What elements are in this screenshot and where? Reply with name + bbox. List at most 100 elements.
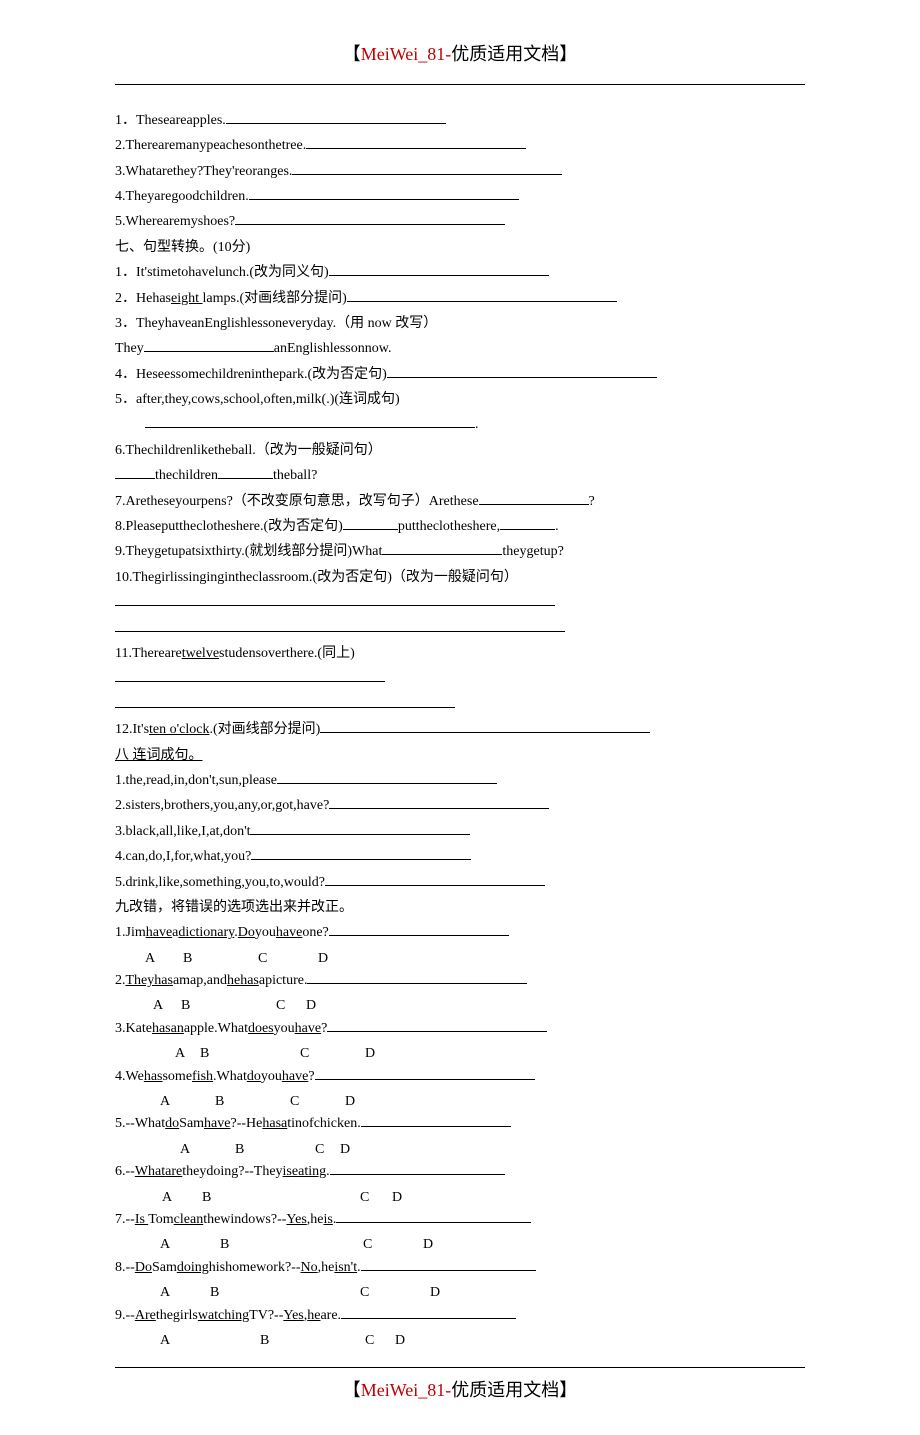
t: ? — [321, 1021, 327, 1036]
s9-q9-labels: ABCD — [115, 1330, 805, 1352]
s9-q3-labels: ABCD — [115, 1043, 805, 1065]
intro-q3-text: 3.Whatarethey?They'reoranges. — [115, 164, 292, 179]
s8-q5: 5.drink,like,something,you,to,would? — [115, 872, 805, 894]
t: you — [261, 1069, 282, 1084]
t: are. — [320, 1308, 341, 1323]
u: have — [282, 1069, 308, 1084]
s8-q4-text: 4.can,do,I,for,what,you? — [115, 849, 251, 864]
label-b: B — [210, 1282, 360, 1304]
u: has — [154, 973, 173, 988]
s7-q8a: 8.Pleaseputtheclotheshere.(改为否定句) — [115, 519, 343, 534]
s7-q6b-text: thechildren — [155, 468, 218, 483]
s7-q11a: 11.Thereare — [115, 646, 182, 661]
u: do — [247, 1069, 261, 1084]
blank — [347, 301, 617, 302]
intro-q3: 3.Whatarethey?They'reoranges. — [115, 161, 805, 183]
s8-q3-text: 3.black,all,like,I,at,don't — [115, 824, 250, 839]
s7-q12b: .(对画线部分提问) — [209, 722, 320, 737]
label-d: D — [345, 1091, 355, 1113]
blank — [115, 707, 455, 708]
s9-q6-labels: ABCD — [115, 1187, 805, 1209]
blank — [329, 275, 549, 276]
intro-q2-text: 2.Therearemanypeachesonthetree. — [115, 138, 306, 153]
s7-q6c-text: theball? — [273, 468, 317, 483]
label-b: B — [181, 995, 276, 1017]
blank — [327, 1031, 547, 1032]
t: 6.-- — [115, 1164, 135, 1179]
t: apicture. — [259, 973, 308, 988]
blank — [382, 554, 502, 555]
u: doing — [177, 1260, 209, 1275]
label-a: A — [175, 1043, 200, 1065]
u: has — [240, 973, 259, 988]
page-footer: 【MeiWei_81-优质适用文档】 — [115, 1376, 805, 1405]
u: has — [262, 1116, 281, 1131]
s7-q2u: eight — [171, 291, 203, 306]
intro-q4: 4.Theyaregoodchildren. — [115, 186, 805, 208]
label-c: C — [276, 995, 306, 1017]
s9-q1: 1.Jimhaveadictionary.Doyouhaveone? — [115, 922, 805, 944]
s8-q3: 3.black,all,like,I,at,don't — [115, 821, 805, 843]
blank — [292, 174, 562, 175]
blank — [218, 478, 273, 479]
s7-q5-dot: . — [475, 417, 479, 432]
u: They — [126, 973, 155, 988]
t: Sam — [179, 1116, 204, 1131]
label-d: D — [430, 1282, 440, 1304]
content: 1．Theseareapples. 2.Therearemanypeacheso… — [115, 110, 805, 1353]
t: you — [274, 1021, 295, 1036]
s8-q2: 2.sisters,brothers,you,any,or,got,have? — [115, 795, 805, 817]
label-b: B — [220, 1234, 363, 1256]
t: TV?-- — [249, 1308, 283, 1323]
u: Yes — [283, 1308, 303, 1323]
blank — [277, 783, 497, 784]
u: watching — [198, 1308, 249, 1323]
t: you — [255, 925, 276, 940]
s9-q1-labels: ABCD — [115, 948, 805, 970]
blank — [115, 605, 555, 606]
s7-q8: 8.Pleaseputtheclotheshere.(改为否定句) putthec… — [115, 516, 805, 538]
blank — [336, 1222, 531, 1223]
t: amap,and — [173, 973, 227, 988]
blank — [343, 529, 398, 530]
s7-q6b: thechildren theball? — [115, 465, 805, 487]
blank — [329, 808, 549, 809]
t: Tom — [148, 1212, 173, 1227]
intro-q1-text: 1．Theseareapples. — [115, 113, 226, 128]
label-d: D — [306, 995, 316, 1017]
u: an — [171, 1021, 184, 1036]
u: clean — [174, 1212, 204, 1227]
u: have — [204, 1116, 230, 1131]
u: dictionary — [178, 925, 234, 940]
t: 2. — [115, 973, 126, 988]
t: one? — [302, 925, 328, 940]
blank — [387, 377, 657, 378]
s7-q2a: 2．Hehas — [115, 291, 171, 306]
label-a: A — [160, 1330, 260, 1352]
s7-q8b: puttheclotheshere, — [398, 519, 500, 534]
label-d: D — [395, 1330, 405, 1352]
blank — [330, 1174, 505, 1175]
header-prefix: 【 — [343, 44, 361, 64]
u: Do — [135, 1260, 152, 1275]
t: . — [326, 1164, 330, 1179]
intro-q5: 5.Wherearemyshoes? — [115, 211, 805, 233]
label-b: B — [215, 1091, 290, 1113]
u: Do — [238, 925, 255, 940]
s7-q10: 10.Thegirlissingingintheclassroom.(改为否定句… — [115, 567, 805, 589]
label-b: B — [260, 1330, 365, 1352]
footer-suffix: 优质适用文档】 — [451, 1380, 577, 1400]
s7-q8c: . — [555, 519, 559, 534]
intro-q5-text: 5.Wherearemyshoes? — [115, 214, 235, 229]
s9-q8-labels: ABCD — [115, 1282, 805, 1304]
s7-q7b: ? — [589, 494, 595, 509]
s9-q4: 4.Wehassomefish.Whatdoyouhave? — [115, 1066, 805, 1088]
t: apple.What — [184, 1021, 248, 1036]
label-b: B — [235, 1139, 315, 1161]
u: he — [307, 1308, 320, 1323]
s7-q3b: TheyanEnglishlessonnow. — [115, 338, 805, 360]
s8-q1-text: 1.the,read,in,don't,sun,please — [115, 773, 277, 788]
s7-q3c-text: anEnglishlessonnow. — [274, 341, 392, 356]
s7-q12u: ten o'clock — [149, 722, 209, 737]
blank — [251, 859, 471, 860]
